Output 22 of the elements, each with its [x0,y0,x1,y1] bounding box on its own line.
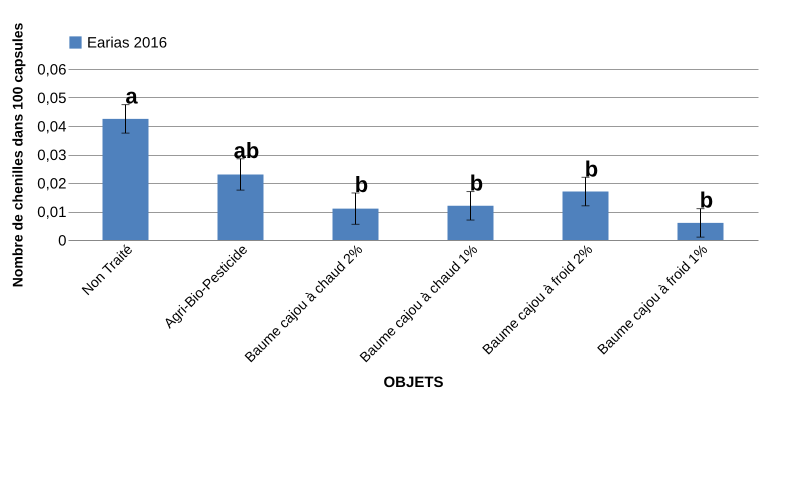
y-tick-label: 0 [58,232,66,250]
annotation: b [354,172,368,197]
y-tick-label: 0,05 [37,90,66,107]
annotation: ab [234,138,260,163]
y-tick-label: 0,03 [37,147,66,164]
y-axis-title: Nombre de chenilles dans 100 capsules [9,22,26,288]
bar [448,206,494,240]
annotation: b [700,188,714,213]
bar [562,192,608,240]
y-tick-label: 0,06 [37,62,66,78]
bar [218,174,264,240]
bar [678,222,724,240]
annotation: b [584,156,598,182]
y-tick-label: 0,02 [37,176,66,192]
bar [102,118,148,240]
annotation: a [125,84,138,109]
annotation: b [470,170,484,196]
y-tick-label: 0,01 [37,204,66,221]
bar [332,208,378,240]
legend-label: Earias 2016 [87,34,168,52]
x-axis-title: OBJETS [383,374,444,392]
y-tick-label: 0,04 [37,118,66,136]
